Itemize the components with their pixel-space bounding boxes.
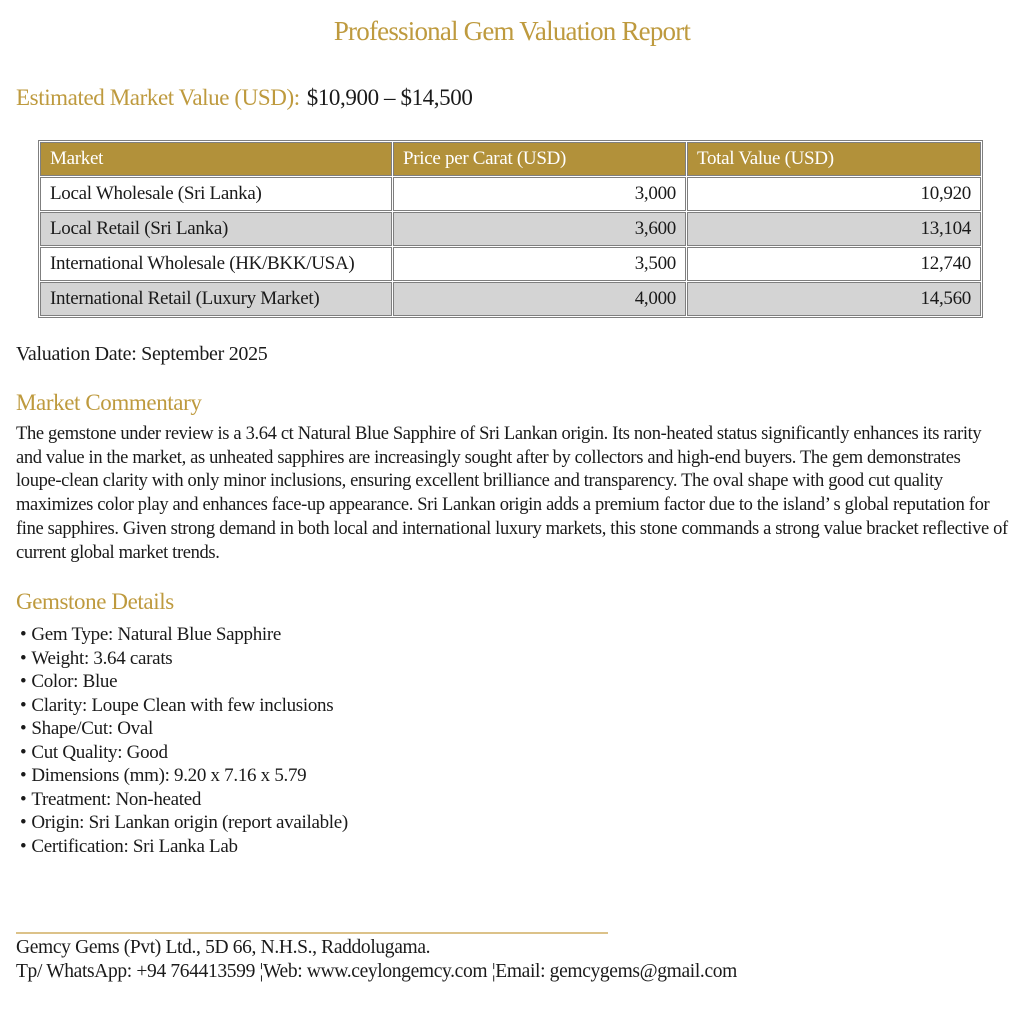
total-value-cell: 12,740 bbox=[687, 247, 981, 281]
table-row: Local Retail (Sri Lanka) 3,600 13,104 bbox=[40, 212, 981, 246]
table-row: Local Wholesale (Sri Lanka) 3,000 10,920 bbox=[40, 177, 981, 211]
gemstone-detail-item: Gem Type: Natural Blue Sapphire bbox=[16, 623, 1008, 647]
price-per-carat-cell: 3,500 bbox=[393, 247, 686, 281]
gemstone-detail-item: Clarity: Loupe Clean with few inclusions bbox=[16, 694, 1008, 718]
gemstone-detail-item: Treatment: Non-heated bbox=[16, 788, 1008, 812]
estimated-value-label: Estimated Market Value (USD): bbox=[16, 85, 300, 110]
estimated-market-value-line: Estimated Market Value (USD): $10,900 – $… bbox=[16, 85, 1008, 111]
gemstone-detail-item: Origin: Sri Lankan origin (report availa… bbox=[16, 811, 1008, 835]
valuation-date: Valuation Date: September 2025 bbox=[16, 343, 268, 365]
market-valuation-table: Market Price per Carat (USD) Total Value… bbox=[38, 140, 983, 318]
section-heading-gemstone-details: Gemstone Details bbox=[16, 589, 174, 615]
gemstone-detail-item: Weight: 3.64 carats bbox=[16, 647, 1008, 671]
gemstone-detail-item: Shape/Cut: Oval bbox=[16, 717, 1008, 741]
report-page: Professional Gem Valuation Report Estima… bbox=[0, 16, 1024, 983]
table-row: International Wholesale (HK/BKK/USA) 3,5… bbox=[40, 247, 981, 281]
total-value-cell: 10,920 bbox=[687, 177, 981, 211]
market-cell: Local Wholesale (Sri Lanka) bbox=[40, 177, 392, 211]
gemstone-detail-item: Color: Blue bbox=[16, 670, 1008, 694]
table-row: International Retail (Luxury Market) 4,0… bbox=[40, 282, 981, 316]
section-heading-market-commentary: Market Commentary bbox=[16, 390, 202, 415]
price-per-carat-cell: 3,600 bbox=[393, 212, 686, 246]
column-header-total-value: Total Value (USD) bbox=[687, 142, 981, 176]
footer-address: Gemcy Gems (Pvt) Ltd., 5D 66, N.H.S., Ra… bbox=[16, 937, 431, 959]
gemstone-detail-item: Certification: Sri Lanka Lab bbox=[16, 835, 1008, 859]
gemstone-detail-item: Cut Quality: Good bbox=[16, 741, 1008, 765]
footer: Gemcy Gems (Pvt) Ltd., 5D 66, N.H.S., Ra… bbox=[16, 932, 1008, 983]
column-header-market: Market bbox=[40, 142, 392, 176]
gemstone-detail-item: Dimensions (mm): 9.20 x 7.16 x 5.79 bbox=[16, 764, 1008, 788]
column-header-price-per-carat: Price per Carat (USD) bbox=[393, 142, 686, 176]
market-cell: International Retail (Luxury Market) bbox=[40, 282, 392, 316]
total-value-cell: 14,560 bbox=[687, 282, 981, 316]
price-per-carat-cell: 4,000 bbox=[393, 282, 686, 316]
total-value-cell: 13,104 bbox=[687, 212, 981, 246]
market-commentary-text: The gemstone under review is a 3.64 ct N… bbox=[16, 424, 1008, 563]
gemstone-details-list: Gem Type: Natural Blue Sapphire Weight: … bbox=[16, 623, 1008, 858]
footer-contact: Tp/ WhatsApp: +94 764413599 ¦Web: www.ce… bbox=[16, 960, 737, 982]
table-header-row: Market Price per Carat (USD) Total Value… bbox=[40, 142, 981, 176]
estimated-value-range: $10,900 – $14,500 bbox=[306, 85, 473, 110]
market-cell: International Wholesale (HK/BKK/USA) bbox=[40, 247, 392, 281]
page-title: Professional Gem Valuation Report bbox=[333, 16, 691, 46]
footer-divider bbox=[16, 932, 608, 935]
price-per-carat-cell: 3,000 bbox=[393, 177, 686, 211]
market-cell: Local Retail (Sri Lanka) bbox=[40, 212, 392, 246]
